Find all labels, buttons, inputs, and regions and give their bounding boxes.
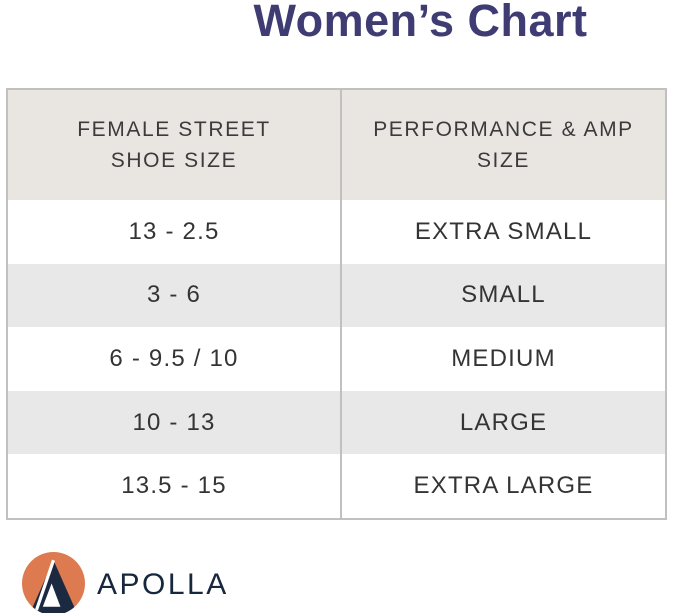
page-title: Women’s Chart: [253, 0, 588, 46]
shoe-size-cell: 13.5 - 15: [8, 454, 342, 518]
shoe-size-cell: 6 - 9.5 / 10: [8, 327, 342, 391]
amp-size-cell: EXTRA LARGE: [413, 472, 594, 500]
shoe-size-cell: 3 - 6: [8, 263, 342, 328]
amp-size-cell: SMALL: [461, 281, 546, 309]
amp-size-cell: LARGE: [459, 408, 548, 436]
header-line: SHOE SIZE: [110, 149, 238, 172]
table-row: 10 - 13 LARGE: [8, 390, 665, 455]
table-row: 13 - 2.5 EXTRA SMALL: [8, 200, 665, 264]
column-header-shoe-size: FEMALE STREET SHOE SIZE: [8, 90, 342, 200]
shoe-size-cell: 10 - 13: [8, 390, 342, 455]
apolla-mountain-a-icon: [22, 552, 85, 613]
brand-name: APOLLA: [97, 568, 229, 601]
table-row: 3 - 6 SMALL: [8, 263, 665, 328]
table-row: 6 - 9.5 / 10 MEDIUM: [8, 327, 665, 391]
size-chart-table: FEMALE STREET SHOE SIZE PERFORMANCE & AM…: [6, 88, 667, 520]
amp-size-cell: EXTRA SMALL: [414, 217, 593, 245]
shoe-size-cell: 13 - 2.5: [8, 200, 342, 264]
header-line: FEMALE STREET: [77, 118, 271, 141]
table-header-row: FEMALE STREET SHOE SIZE PERFORMANCE & AM…: [8, 90, 665, 200]
column-header-performance-amp-size: PERFORMANCE & AMP SIZE: [342, 90, 665, 200]
amp-size-cell: MEDIUM: [451, 344, 556, 372]
table-row: 13.5 - 15 EXTRA LARGE: [8, 454, 665, 518]
header-line: SIZE: [476, 149, 531, 172]
header-line: PERFORMANCE & AMP: [373, 118, 634, 141]
